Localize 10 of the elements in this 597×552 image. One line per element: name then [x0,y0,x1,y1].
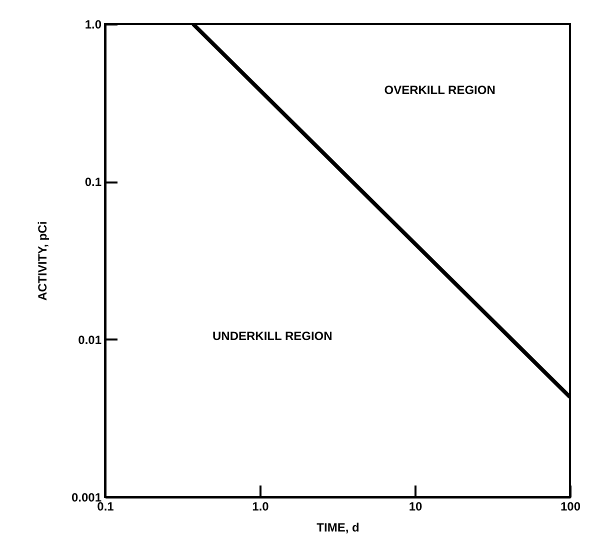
annotation: OVERKILL REGION [384,83,496,98]
y-axis-title: ACTIVITY, pCi [35,221,50,301]
y-tick-label: 0.01 [78,332,102,347]
x-tick-label: 100 [560,500,581,514]
x-tick-label: 1.0 [252,500,270,514]
annotation: UNDERKILL REGION [212,329,332,344]
y-tick-label: 1.0 [84,18,102,32]
y-tick-label: 0.1 [84,175,102,190]
x-axis-title: TIME, d [316,520,360,534]
x-tick-label: 10 [408,500,422,514]
